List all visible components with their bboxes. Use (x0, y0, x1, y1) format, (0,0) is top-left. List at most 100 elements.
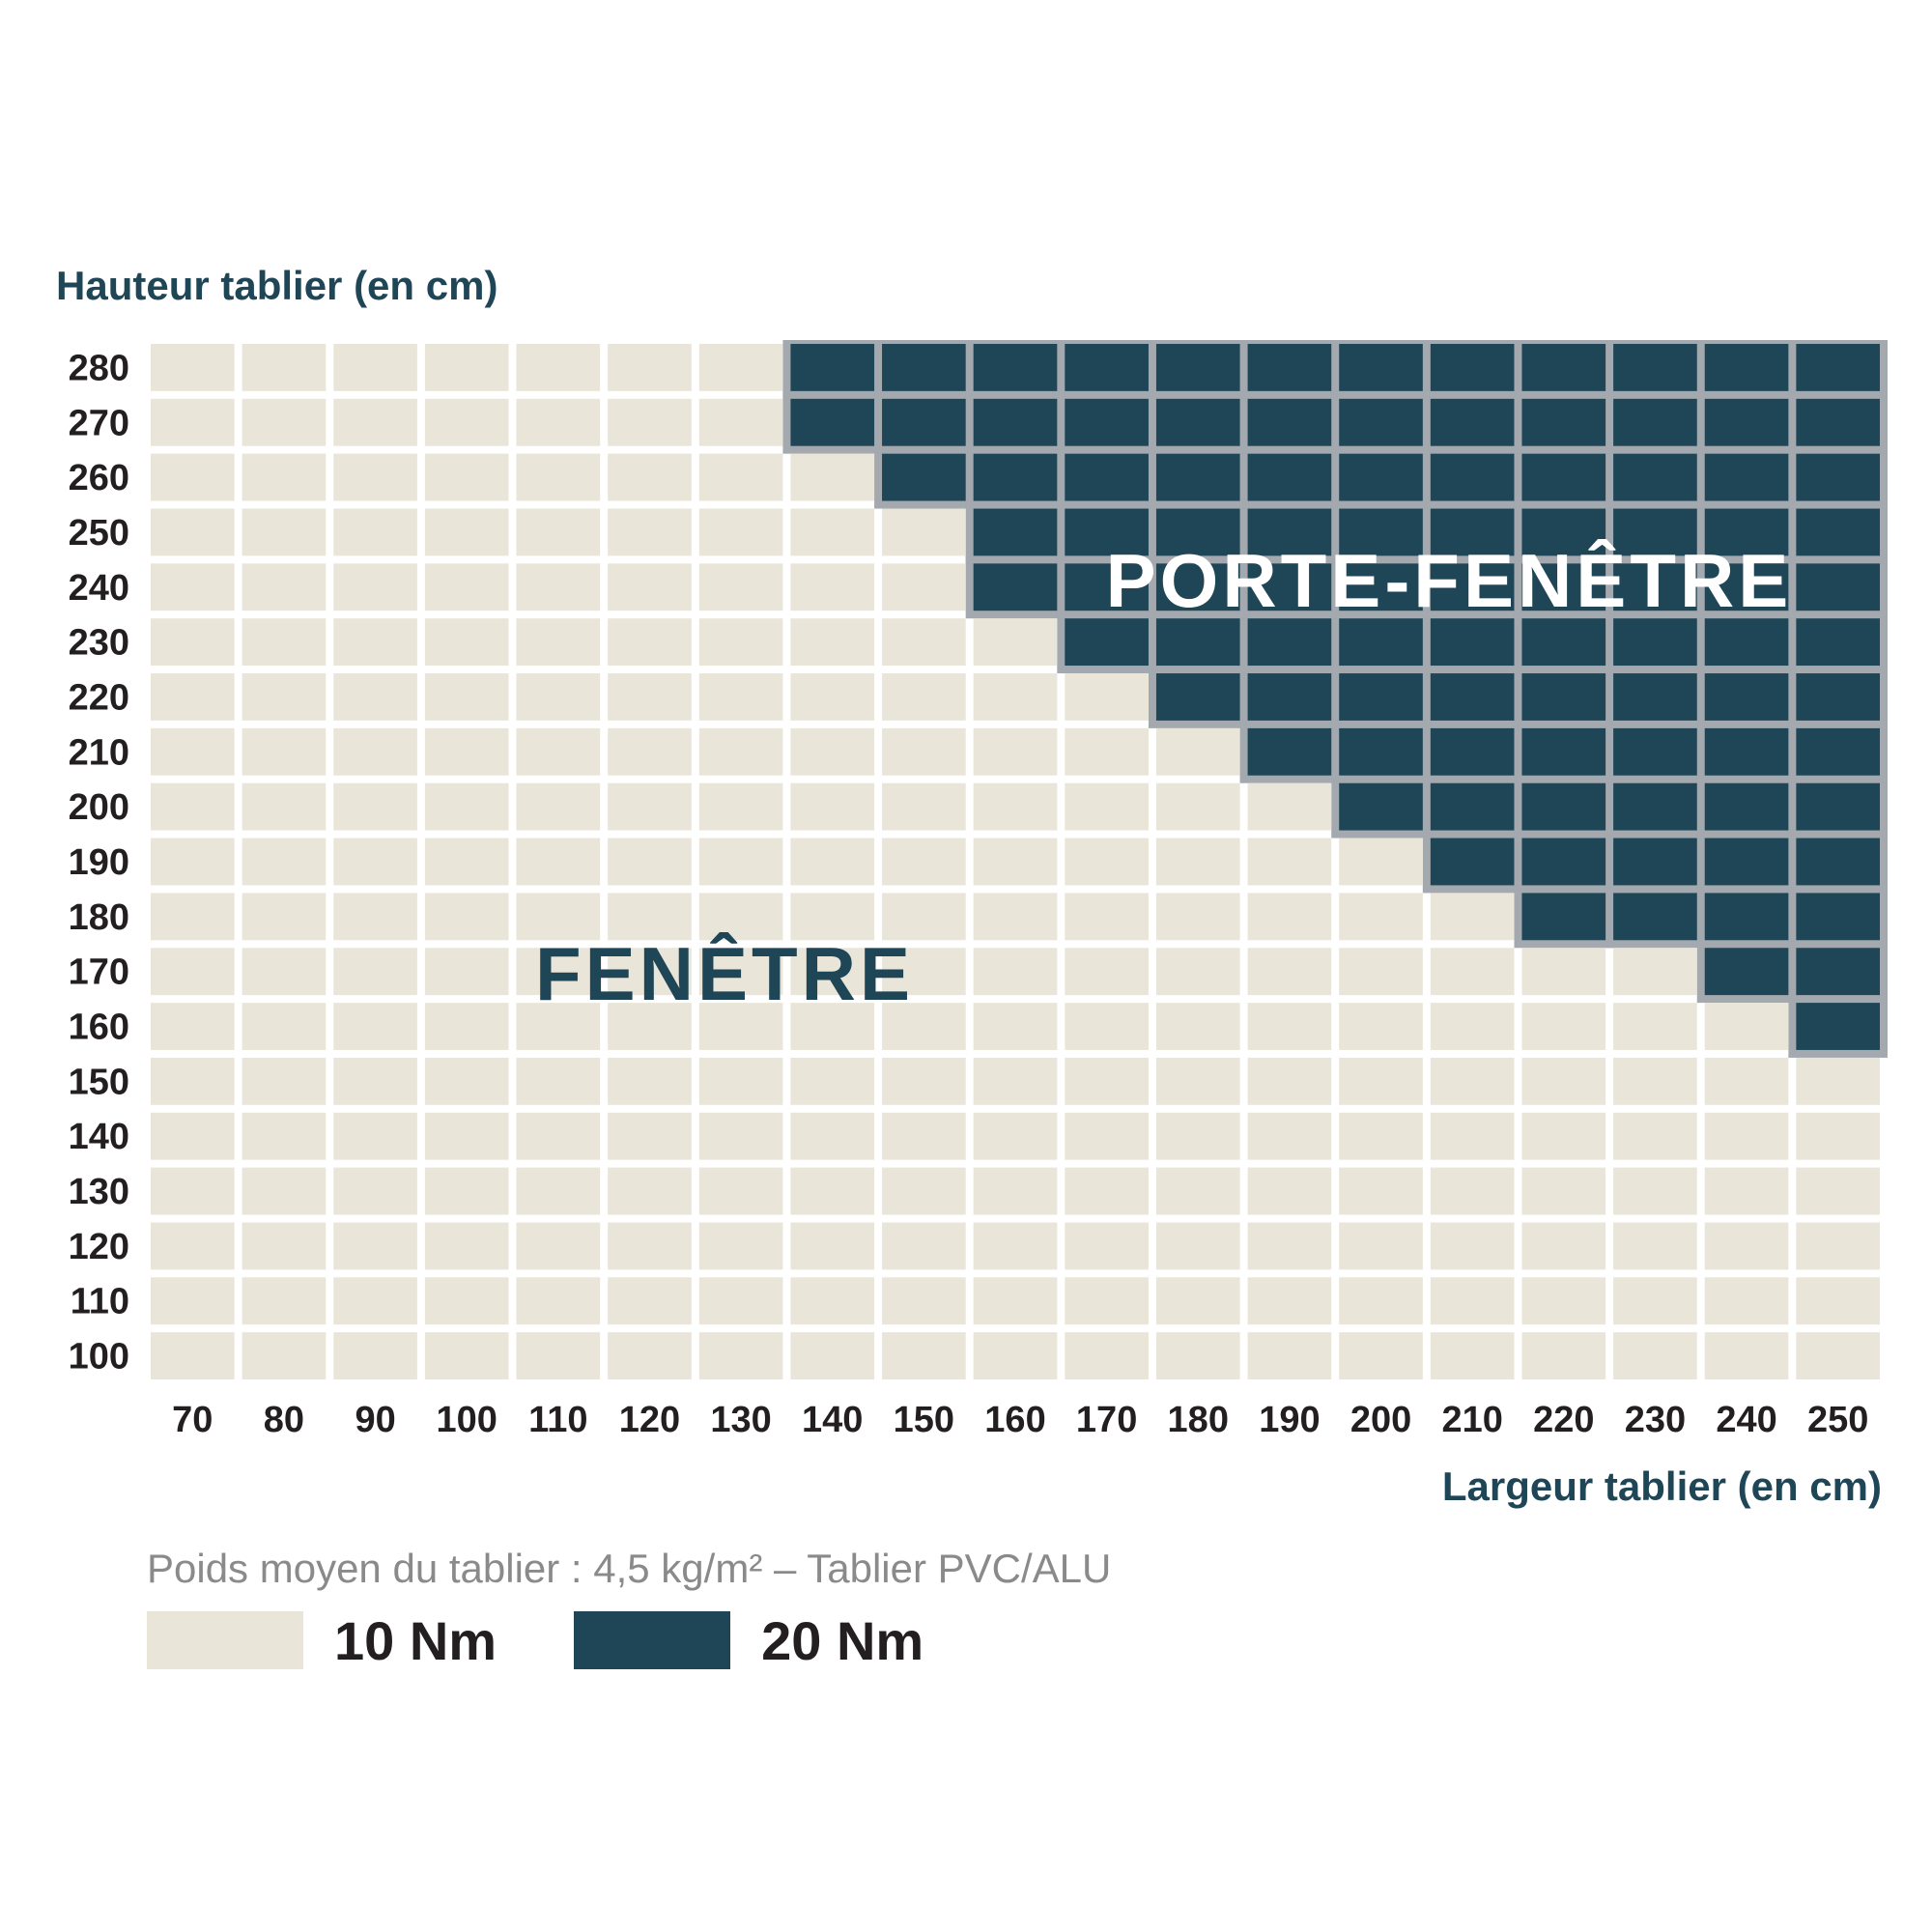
cell-250-270 (1796, 398, 1880, 446)
cell-100-190 (424, 838, 509, 886)
cell-120-180 (608, 893, 692, 941)
cell-230-250 (1613, 508, 1697, 556)
cell-90-280 (333, 344, 417, 391)
cell-130-240 (698, 563, 783, 611)
cell-210-270 (1430, 398, 1515, 446)
cell-110-180 (516, 893, 601, 941)
cell-70-100 (151, 1332, 235, 1379)
x-tick-label: 250 (1807, 1400, 1868, 1440)
cell-210-180 (1430, 893, 1515, 941)
cell-240-180 (1704, 893, 1789, 941)
cell-180-120 (1155, 1222, 1240, 1270)
cell-230-140 (1613, 1112, 1697, 1160)
cell-160-130 (973, 1167, 1058, 1215)
cell-140-210 (790, 727, 875, 776)
cell-80-150 (242, 1057, 327, 1105)
x-tick-label: 240 (1716, 1400, 1776, 1440)
cell-100-220 (424, 673, 509, 721)
cell-120-140 (608, 1112, 692, 1160)
cell-250-140 (1796, 1112, 1880, 1160)
cell-180-280 (1155, 344, 1240, 391)
cell-170-220 (1065, 673, 1149, 721)
cell-170-180 (1065, 893, 1149, 941)
cell-150-110 (882, 1277, 966, 1325)
x-tick-label: 100 (437, 1400, 497, 1440)
cell-170-120 (1065, 1222, 1149, 1270)
cell-170-270 (1065, 398, 1149, 446)
cell-110-280 (516, 344, 601, 391)
cell-200-230 (1339, 618, 1423, 667)
cell-80-180 (242, 893, 327, 941)
cell-170-260 (1065, 453, 1149, 501)
cell-150-150 (882, 1057, 966, 1105)
cell-140-100 (790, 1332, 875, 1379)
cell-80-200 (242, 782, 327, 831)
cell-100-100 (424, 1332, 509, 1379)
y-tick-label: 200 (69, 787, 129, 828)
cell-100-250 (424, 508, 509, 556)
cell-250-260 (1796, 453, 1880, 501)
cell-70-210 (151, 727, 235, 776)
cell-130-210 (698, 727, 783, 776)
cell-240-160 (1704, 1003, 1789, 1050)
cell-190-110 (1247, 1277, 1332, 1325)
cell-90-220 (333, 673, 417, 721)
cell-160-160 (973, 1003, 1058, 1050)
cell-80-270 (242, 398, 327, 446)
cell-180-190 (1155, 838, 1240, 886)
cell-230-230 (1613, 618, 1697, 667)
cell-220-200 (1521, 782, 1606, 831)
cell-210-110 (1430, 1277, 1515, 1325)
cell-80-260 (242, 453, 327, 501)
cell-230-260 (1613, 453, 1697, 501)
cell-90-100 (333, 1332, 417, 1379)
cell-170-150 (1065, 1057, 1149, 1105)
cell-210-160 (1430, 1003, 1515, 1050)
cell-210-250 (1430, 508, 1515, 556)
x-tick-label: 80 (264, 1400, 304, 1440)
cell-210-200 (1430, 782, 1515, 831)
cell-150-210 (882, 727, 966, 776)
cell-190-130 (1247, 1167, 1332, 1215)
cell-180-260 (1155, 453, 1240, 501)
cell-180-150 (1155, 1057, 1240, 1105)
cell-200-110 (1339, 1277, 1423, 1325)
legend-swatch-10nm (147, 1611, 303, 1669)
cell-170-190 (1065, 838, 1149, 886)
x-tick-label: 140 (802, 1400, 863, 1440)
legend-swatch-20nm (574, 1611, 731, 1669)
cell-70-220 (151, 673, 235, 721)
cell-130-220 (698, 673, 783, 721)
cell-120-240 (608, 563, 692, 611)
cell-90-190 (333, 838, 417, 886)
cell-240-270 (1704, 398, 1789, 446)
y-axis-title: Hauteur tablier (en cm) (56, 263, 498, 308)
cell-170-160 (1065, 1003, 1149, 1050)
x-tick-label: 110 (528, 1400, 587, 1440)
cell-220-170 (1521, 948, 1606, 996)
cell-80-230 (242, 618, 327, 667)
region-label-porte-fenetre: PORTE-FENÊTRE (1106, 538, 1793, 623)
cell-170-230 (1065, 618, 1149, 667)
cell-180-240 (1155, 563, 1240, 611)
cell-250-250 (1796, 508, 1880, 556)
cell-130-280 (698, 344, 783, 391)
cell-140-250 (790, 508, 875, 556)
cell-250-200 (1796, 782, 1880, 831)
cell-240-110 (1704, 1277, 1789, 1325)
cell-210-230 (1430, 618, 1515, 667)
cell-90-170 (333, 948, 417, 996)
cell-170-110 (1065, 1277, 1149, 1325)
cell-190-280 (1247, 344, 1332, 391)
cell-210-210 (1430, 727, 1515, 776)
y-tick-label: 170 (69, 952, 129, 993)
cell-210-150 (1430, 1057, 1515, 1105)
cell-120-160 (608, 1003, 692, 1050)
cell-200-250 (1339, 508, 1423, 556)
cell-170-240 (1065, 563, 1149, 611)
cell-150-170 (882, 948, 966, 996)
cell-70-110 (151, 1277, 235, 1325)
cell-110-220 (516, 673, 601, 721)
cell-80-130 (242, 1167, 327, 1215)
